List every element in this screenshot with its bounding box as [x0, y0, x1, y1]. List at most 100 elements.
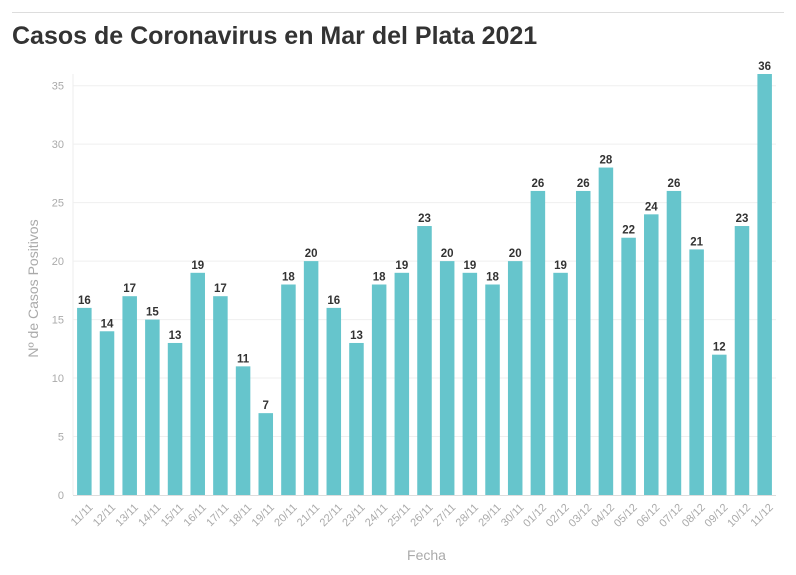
bar: [507, 261, 523, 495]
x-tick-label: 19/11: [250, 502, 277, 529]
y-tick-label: 0: [58, 490, 64, 502]
data-label: 12: [713, 342, 726, 354]
gridlines: [73, 85, 776, 438]
data-label: 24: [645, 201, 658, 213]
bar: [258, 413, 274, 495]
bar: [439, 261, 455, 495]
bar: [598, 167, 614, 496]
data-label: 18: [373, 272, 386, 284]
x-axis-title: Fecha: [407, 547, 446, 563]
data-label: 20: [441, 248, 454, 260]
data-label: 15: [146, 307, 159, 319]
x-axis-ticks: 11/1112/1113/1114/1115/1116/1117/1118/11…: [69, 502, 776, 530]
x-tick-label: 08/12: [680, 502, 708, 530]
data-label: 17: [214, 283, 227, 295]
x-tick-label: 10/12: [725, 502, 753, 530]
x-tick-label: 30/11: [499, 502, 526, 529]
bar: [689, 249, 704, 495]
bar: [349, 342, 364, 495]
data-label: 14: [101, 318, 114, 330]
chart-title: Casos de Coronavirus en Mar del Plata 20…: [12, 22, 538, 50]
bar: [303, 261, 319, 495]
x-tick-label: 18/11: [227, 502, 254, 529]
bar: [417, 226, 432, 495]
y-tick-label: 35: [52, 81, 64, 93]
bar: [553, 272, 568, 495]
data-label: 23: [736, 213, 749, 225]
top-rule: [12, 12, 784, 13]
data-label: 22: [622, 225, 635, 237]
x-tick-label: 07/12: [657, 502, 685, 530]
y-tick-label: 30: [52, 139, 64, 151]
x-tick-label: 15/11: [159, 502, 186, 529]
data-label: 7: [263, 400, 269, 412]
data-label: 18: [282, 272, 295, 284]
data-label: 13: [350, 330, 363, 342]
data-label: 19: [554, 260, 567, 272]
data-label: 28: [600, 155, 613, 167]
bar: [575, 190, 591, 495]
bar: [394, 272, 410, 495]
bar: [326, 307, 342, 495]
bar: [99, 331, 115, 495]
x-tick-label: 09/12: [703, 502, 731, 530]
x-tick-label: 26/11: [408, 502, 435, 529]
data-label: 21: [690, 236, 703, 248]
data-labels: 16 14 17 15 13 19 17 11 7 18 20 16 13 18 19 23 20 19 18 20 2…: [78, 61, 771, 412]
y-axis-ticks: 0 5 10 15 20 25 30 35: [52, 81, 64, 502]
bar: [190, 272, 205, 495]
bars: [77, 74, 772, 496]
bar: [213, 296, 228, 495]
x-tick-label: 25/11: [386, 502, 413, 529]
y-tick-label: 5: [58, 432, 64, 444]
y-axis-title: Nº de Casos Positivos: [25, 219, 41, 357]
bar: [77, 307, 92, 495]
data-label: 19: [463, 260, 476, 272]
data-label: 20: [509, 248, 522, 260]
bar: [621, 237, 636, 495]
data-label: 16: [327, 295, 340, 307]
bar: [371, 284, 387, 495]
x-tick-label: 27/11: [431, 502, 458, 529]
bar: [122, 296, 137, 495]
x-tick-label: 06/12: [635, 502, 663, 530]
bar: [734, 226, 750, 495]
data-label: 36: [758, 61, 771, 73]
x-tick-label: 28/11: [454, 502, 481, 529]
bar: [145, 319, 160, 495]
x-tick-label: 14/11: [136, 502, 163, 529]
x-tick-label: 24/11: [363, 502, 390, 529]
data-label: 26: [668, 178, 681, 190]
data-label: 18: [486, 272, 499, 284]
data-label: 19: [395, 260, 408, 272]
x-tick-label: 05/12: [612, 502, 640, 530]
x-tick-label: 16/11: [182, 502, 209, 529]
x-tick-label: 11/11: [69, 502, 96, 529]
bar: [462, 272, 478, 495]
x-tick-label: 02/12: [544, 502, 572, 530]
x-tick-label: 17/11: [204, 502, 231, 529]
y-tick-label: 10: [52, 373, 64, 385]
bar: [530, 190, 546, 495]
data-label: 16: [78, 295, 91, 307]
bar: [712, 354, 727, 495]
x-tick-label: 29/11: [476, 502, 503, 529]
x-tick-label: 21/11: [295, 502, 322, 529]
x-tick-label: 23/11: [340, 502, 367, 529]
x-tick-label: 11/12: [748, 502, 775, 529]
x-tick-label: 12/11: [91, 502, 118, 529]
data-label: 20: [305, 248, 318, 260]
y-tick-label: 15: [52, 315, 64, 327]
data-label: 26: [531, 178, 544, 190]
x-tick-label: 13/11: [114, 502, 141, 529]
data-label: 13: [169, 330, 182, 342]
data-label: 26: [577, 178, 590, 190]
x-tick-label: 22/11: [318, 502, 345, 529]
data-label: 17: [123, 283, 136, 295]
bar: [644, 214, 659, 496]
bar: [757, 74, 772, 495]
x-tick-label: 01/12: [521, 502, 549, 530]
data-label: 23: [418, 213, 431, 225]
x-tick-label: 20/11: [272, 502, 299, 529]
